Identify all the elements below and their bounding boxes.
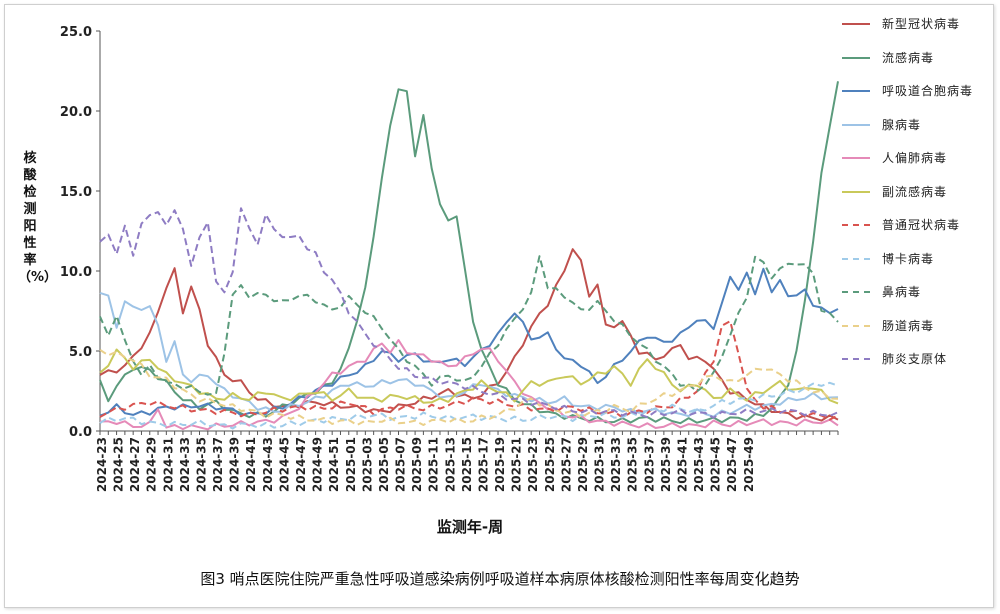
x-tick-label: 2024-43 bbox=[261, 437, 275, 492]
x-tick-label: 2025-29 bbox=[576, 437, 590, 492]
y-tick-label: 25.0 bbox=[60, 25, 92, 40]
y-tick-label: 0.0 bbox=[69, 425, 92, 440]
legend-label: 普通冠状病毒 bbox=[882, 218, 961, 232]
legend-label: 人偏肺病毒 bbox=[882, 151, 948, 165]
series-line bbox=[99, 267, 839, 417]
x-tick-label: 2025-21 bbox=[510, 437, 524, 492]
y-tick-label: 10.0 bbox=[60, 265, 92, 280]
x-tick-label: 2024-37 bbox=[211, 437, 225, 492]
legend-swatch bbox=[842, 23, 870, 25]
x-tick-label: 2025-17 bbox=[476, 437, 490, 492]
x-tick-label: 2024-45 bbox=[277, 437, 291, 492]
x-tick-label: 2025-01 bbox=[344, 437, 358, 492]
x-tick-label: 2025-37 bbox=[642, 437, 656, 492]
chart-frame bbox=[4, 4, 994, 608]
series-line bbox=[99, 207, 839, 419]
x-tick-label: 2025-09 bbox=[410, 437, 424, 492]
legend-swatch bbox=[842, 291, 870, 293]
legend-swatch bbox=[842, 190, 870, 193]
x-tick-label: 2024-51 bbox=[327, 437, 341, 492]
x-tick-label: 2025-35 bbox=[626, 437, 640, 492]
x-tick-label: 2024-27 bbox=[128, 437, 142, 492]
x-tick-label: 2024-25 bbox=[112, 437, 126, 492]
x-tick-label: 2025-47 bbox=[725, 437, 739, 492]
x-tick-label: 2024-39 bbox=[228, 437, 242, 492]
x-tick-label: 2024-49 bbox=[311, 437, 325, 492]
series-line bbox=[99, 339, 839, 431]
y-axis-label: 核酸检测阳性率（%） bbox=[18, 151, 58, 285]
x-tick-label: 2024-35 bbox=[194, 437, 208, 492]
x-tick-label: 2025-25 bbox=[543, 437, 557, 492]
x-axis-label: 监测年-周 bbox=[436, 518, 504, 536]
x-tick-label: 2025-11 bbox=[427, 437, 441, 492]
legend-swatch bbox=[842, 358, 870, 360]
x-tick-label: 2025-31 bbox=[593, 437, 607, 492]
x-tick-label: 2025-15 bbox=[460, 437, 474, 492]
legend-label: 鼻病毒 bbox=[882, 285, 922, 299]
legend-swatch bbox=[842, 90, 870, 92]
legend-swatch bbox=[842, 123, 870, 126]
series-line bbox=[99, 81, 839, 425]
series-line bbox=[99, 348, 839, 405]
x-tick-label: 2025-19 bbox=[493, 437, 507, 492]
series-line bbox=[99, 320, 839, 421]
series-line bbox=[99, 255, 839, 396]
legend-label: 流感病毒 bbox=[882, 50, 935, 65]
legend-label: 新型冠状病毒 bbox=[882, 17, 961, 31]
x-tick-label: 2024-23 bbox=[95, 437, 109, 492]
x-tick-label: 2025-49 bbox=[742, 437, 756, 492]
x-tick-label: 2025-07 bbox=[394, 437, 408, 492]
legend-swatch bbox=[842, 257, 870, 260]
x-tick-label: 2024-47 bbox=[294, 437, 308, 492]
x-tick-label: 2024-29 bbox=[145, 437, 159, 492]
legend-label: 肠道病毒 bbox=[882, 318, 935, 333]
x-tick-label: 2025-33 bbox=[609, 437, 623, 492]
x-tick-label: 2025-13 bbox=[443, 437, 457, 492]
legend-label: 肺炎支原体 bbox=[882, 352, 948, 366]
legend-label: 副流感病毒 bbox=[882, 184, 948, 199]
x-tick-label: 2025-45 bbox=[709, 437, 723, 492]
x-tick-label: 2024-41 bbox=[244, 437, 258, 492]
x-tick-label: 2025-27 bbox=[559, 437, 573, 492]
legend-swatch bbox=[842, 224, 870, 226]
x-tick-label: 2025-41 bbox=[675, 437, 689, 492]
figure-caption: 图3 哨点医院住院严重急性呼吸道感染病例呼吸道样本病原体核酸检测阳性率每周变化趋… bbox=[200, 570, 800, 588]
y-tick-label: 15.0 bbox=[60, 185, 92, 200]
legend-swatch bbox=[842, 56, 870, 59]
x-tick-label: 2024-31 bbox=[161, 437, 175, 492]
legend-label: 腺病毒 bbox=[882, 117, 922, 132]
legend-swatch bbox=[842, 324, 870, 327]
y-tick-label: 5.0 bbox=[69, 345, 92, 360]
x-tick-label: 2024-33 bbox=[178, 437, 192, 492]
x-tick-label: 2025-43 bbox=[692, 437, 706, 492]
legend-swatch bbox=[842, 157, 870, 159]
x-tick-label: 2025-05 bbox=[377, 437, 391, 492]
x-tick-label: 2025-23 bbox=[526, 437, 540, 492]
x-tick-label: 2025-39 bbox=[659, 437, 673, 492]
x-tick-label: 2025-03 bbox=[360, 437, 374, 492]
legend-label: 呼吸道合胞病毒 bbox=[882, 84, 974, 98]
series-line bbox=[99, 349, 839, 426]
legend-label: 博卡病毒 bbox=[882, 251, 935, 266]
series-line bbox=[99, 381, 839, 430]
y-tick-label: 20.0 bbox=[60, 105, 92, 120]
